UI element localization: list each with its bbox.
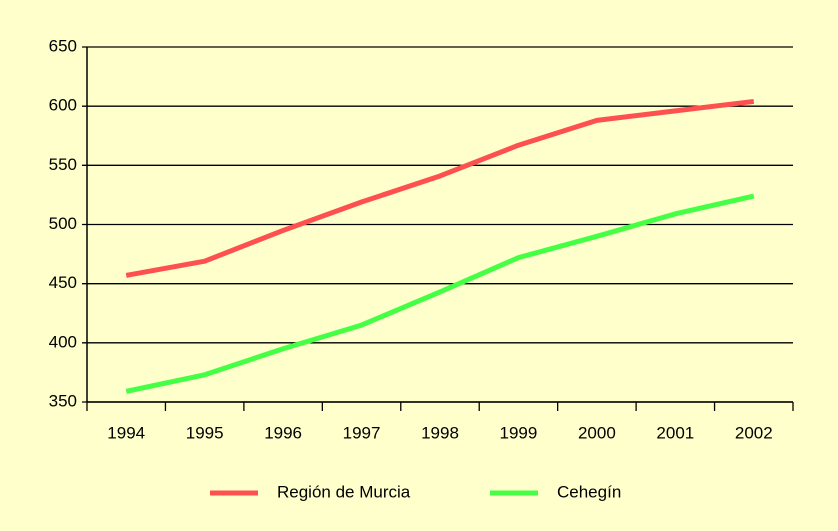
x-tick-label: 1995 bbox=[186, 423, 224, 442]
y-tick-label: 500 bbox=[49, 214, 77, 233]
series-line bbox=[125, 193, 755, 394]
x-tick-label: 1997 bbox=[343, 423, 381, 442]
x-tick-label: 1996 bbox=[264, 423, 302, 442]
y-tick-label: 600 bbox=[49, 96, 77, 115]
x-tick-label: 2001 bbox=[656, 423, 694, 442]
legend-label: Región de Murcia bbox=[277, 482, 411, 501]
y-tick-label: 400 bbox=[49, 332, 77, 351]
x-tick-label: 1998 bbox=[421, 423, 459, 442]
x-tick-label: 1999 bbox=[500, 423, 538, 442]
legend-label: Cehegín bbox=[557, 482, 621, 501]
x-tick-label: 1994 bbox=[107, 423, 145, 442]
x-tick-label: 2000 bbox=[578, 423, 616, 442]
y-tick-label: 450 bbox=[49, 273, 77, 292]
series-line bbox=[125, 98, 755, 278]
y-tick-label: 350 bbox=[49, 391, 77, 410]
x-tick-label: 2002 bbox=[735, 423, 773, 442]
y-tick-label: 550 bbox=[49, 155, 77, 174]
y-tick-label: 650 bbox=[49, 36, 77, 55]
